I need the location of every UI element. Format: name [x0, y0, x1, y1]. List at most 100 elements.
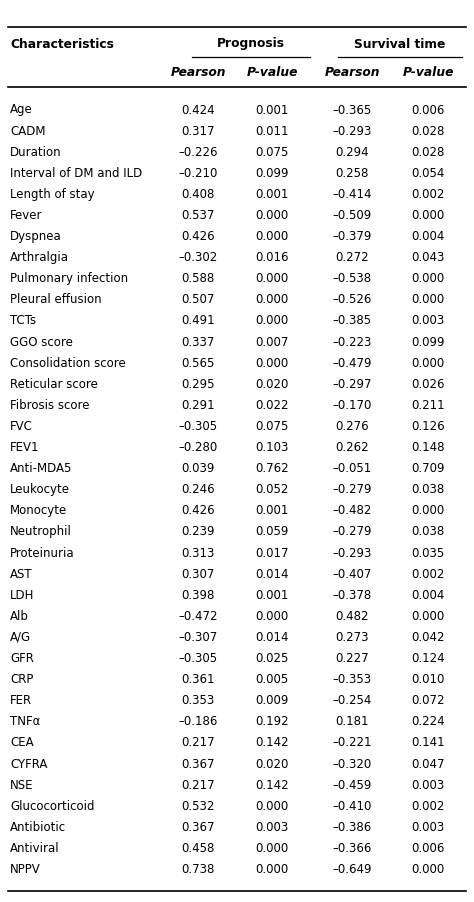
Text: 0.000: 0.000	[255, 208, 289, 222]
Text: 0.026: 0.026	[411, 377, 445, 391]
Text: FVC: FVC	[10, 419, 33, 433]
Text: 0.014: 0.014	[255, 630, 289, 643]
Text: –0.509: –0.509	[332, 208, 372, 222]
Text: 0.043: 0.043	[411, 251, 445, 264]
Text: –0.254: –0.254	[332, 694, 372, 706]
Text: Pulmonary infection: Pulmonary infection	[10, 272, 128, 285]
Text: 0.000: 0.000	[255, 841, 289, 854]
Text: 0.258: 0.258	[335, 167, 369, 179]
Text: –0.320: –0.320	[332, 757, 372, 769]
Text: –0.210: –0.210	[178, 167, 218, 179]
Text: 0.426: 0.426	[181, 230, 215, 243]
Text: LDH: LDH	[10, 588, 35, 601]
Text: Reticular score: Reticular score	[10, 377, 98, 391]
Text: Antibiotic: Antibiotic	[10, 820, 66, 833]
Text: 0.246: 0.246	[181, 483, 215, 496]
Text: Proteinuria: Proteinuria	[10, 546, 74, 559]
Text: 0.217: 0.217	[181, 736, 215, 749]
Text: 0.276: 0.276	[335, 419, 369, 433]
Text: 0.025: 0.025	[255, 651, 289, 665]
Text: Dyspnea: Dyspnea	[10, 230, 62, 243]
Text: –0.221: –0.221	[332, 736, 372, 749]
Text: 0.014: 0.014	[255, 567, 289, 580]
Text: 0.317: 0.317	[181, 124, 215, 137]
Text: FER: FER	[10, 694, 32, 706]
Text: –0.279: –0.279	[332, 483, 372, 496]
Text: Anti-MDA5: Anti-MDA5	[10, 462, 73, 474]
Text: Glucocorticoid: Glucocorticoid	[10, 799, 94, 812]
Text: 0.126: 0.126	[411, 419, 445, 433]
Text: 0.003: 0.003	[411, 820, 445, 833]
Text: 0.367: 0.367	[181, 757, 215, 769]
Text: –0.307: –0.307	[178, 630, 218, 643]
Text: 0.337: 0.337	[182, 336, 215, 348]
Text: 0.052: 0.052	[255, 483, 289, 496]
Text: –0.297: –0.297	[332, 377, 372, 391]
Text: 0.294: 0.294	[335, 145, 369, 159]
Text: 0.004: 0.004	[411, 230, 445, 243]
Text: 0.002: 0.002	[411, 799, 445, 812]
Text: 0.016: 0.016	[255, 251, 289, 264]
Text: 0.211: 0.211	[411, 399, 445, 411]
Text: –0.482: –0.482	[332, 504, 372, 517]
Text: 0.426: 0.426	[181, 504, 215, 517]
Text: 0.353: 0.353	[182, 694, 215, 706]
Text: Consolidation score: Consolidation score	[10, 356, 126, 369]
Text: –0.366: –0.366	[332, 841, 372, 854]
Text: 0.000: 0.000	[255, 609, 289, 622]
Text: 0.000: 0.000	[255, 293, 289, 306]
Text: –0.353: –0.353	[332, 673, 372, 686]
Text: 0.367: 0.367	[181, 820, 215, 833]
Text: 0.307: 0.307	[182, 567, 215, 580]
Text: CADM: CADM	[10, 124, 46, 137]
Text: 0.000: 0.000	[255, 272, 289, 285]
Text: –0.407: –0.407	[332, 567, 372, 580]
Text: 0.491: 0.491	[181, 314, 215, 327]
Text: –0.378: –0.378	[332, 588, 372, 601]
Text: 0.482: 0.482	[335, 609, 369, 622]
Text: Alb: Alb	[10, 609, 29, 622]
Text: 0.075: 0.075	[255, 419, 289, 433]
Text: –0.279: –0.279	[332, 525, 372, 538]
Text: CYFRA: CYFRA	[10, 757, 47, 769]
Text: –0.293: –0.293	[332, 124, 372, 137]
Text: 0.059: 0.059	[255, 525, 289, 538]
Text: 0.141: 0.141	[411, 736, 445, 749]
Text: 0.003: 0.003	[255, 820, 289, 833]
Text: Pearson: Pearson	[324, 66, 380, 78]
Text: 0.042: 0.042	[411, 630, 445, 643]
Text: 0.000: 0.000	[411, 356, 445, 369]
Text: 0.000: 0.000	[255, 314, 289, 327]
Text: Leukocyte: Leukocyte	[10, 483, 70, 496]
Text: 0.398: 0.398	[182, 588, 215, 601]
Text: 0.006: 0.006	[411, 104, 445, 116]
Text: 0.000: 0.000	[411, 862, 445, 875]
Text: P-value: P-value	[246, 66, 298, 78]
Text: 0.291: 0.291	[181, 399, 215, 411]
Text: –0.170: –0.170	[332, 399, 372, 411]
Text: 0.588: 0.588	[182, 272, 215, 285]
Text: 0.507: 0.507	[182, 293, 215, 306]
Text: TCTs: TCTs	[10, 314, 36, 327]
Text: 0.217: 0.217	[181, 778, 215, 791]
Text: 0.424: 0.424	[181, 104, 215, 116]
Text: 0.009: 0.009	[255, 694, 289, 706]
Text: 0.028: 0.028	[411, 124, 445, 137]
Text: 0.709: 0.709	[411, 462, 445, 474]
Text: 0.075: 0.075	[255, 145, 289, 159]
Text: 0.001: 0.001	[255, 104, 289, 116]
Text: A/G: A/G	[10, 630, 31, 643]
Text: AST: AST	[10, 567, 33, 580]
Text: –0.386: –0.386	[332, 820, 372, 833]
Text: 0.000: 0.000	[411, 609, 445, 622]
Text: 0.313: 0.313	[182, 546, 215, 559]
Text: –0.414: –0.414	[332, 188, 372, 200]
Text: 0.148: 0.148	[411, 440, 445, 454]
Text: 0.537: 0.537	[182, 208, 215, 222]
Text: 0.038: 0.038	[411, 483, 445, 496]
Text: –0.280: –0.280	[178, 440, 218, 454]
Text: –0.649: –0.649	[332, 862, 372, 875]
Text: –0.526: –0.526	[332, 293, 372, 306]
Text: 0.038: 0.038	[411, 525, 445, 538]
Text: 0.762: 0.762	[255, 462, 289, 474]
